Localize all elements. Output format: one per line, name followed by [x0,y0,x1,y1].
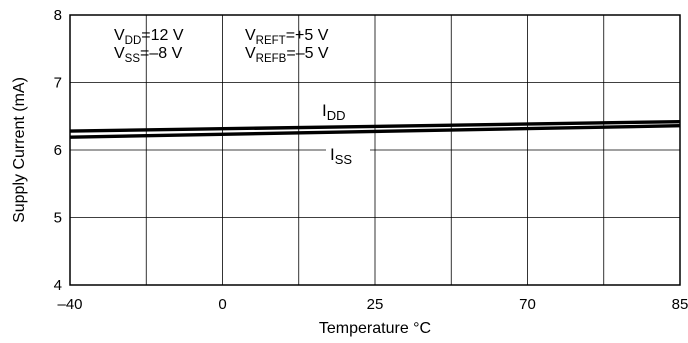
condition-vreft: VREFT=+5 V [245,27,329,47]
x-tick-label: 70 [519,296,536,313]
idd-label-bg [318,95,358,123]
x-axis-title: Temperature °C [319,320,431,337]
x-tick-label: –40 [57,296,82,313]
grid-lines [70,15,680,285]
x-tick-label: 85 [672,296,688,313]
condition-vss: VSS=–8 V [114,45,183,65]
series-line-iss [69,124,681,139]
series-label-idd: IDD [322,101,346,123]
x-tick-labels: –40 0 25 70 85 [57,296,688,313]
iss-label-bg [326,140,370,168]
plot-frame [69,14,681,286]
series-lines [69,119,681,139]
y-tick-label: 7 [54,75,62,92]
y-tick-label: 8 [54,7,62,24]
x-tick-label: 0 [218,296,226,313]
y-tick-labels: 4 5 6 7 8 [54,7,62,294]
series-label-iss: ISS [330,145,352,167]
x-tick-label: 25 [367,296,384,313]
y-tick-label: 4 [54,277,62,294]
series-line-idd [69,119,681,133]
condition-vdd: VDD=12 V [114,27,184,47]
test-conditions: VDD=12 V VSS=–8 V VREFT=+5 V VREFB=–5 V [114,27,329,65]
condition-vrefb: VREFB=–5 V [245,45,329,65]
y-axis-title: Supply Current (mA) [11,77,28,223]
y-tick-label: 5 [54,210,62,227]
y-tick-label: 6 [54,142,62,159]
